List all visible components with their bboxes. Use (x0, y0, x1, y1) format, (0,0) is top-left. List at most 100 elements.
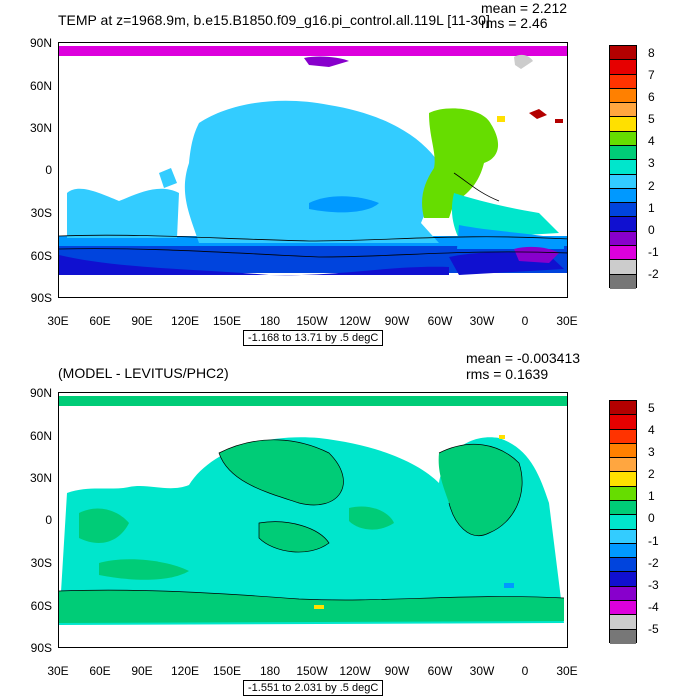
colorbar-label: 6 (648, 90, 655, 105)
colorbar-swatch (610, 117, 636, 132)
bottom-lon-label: 150E (212, 664, 242, 678)
top-lon-label: 30E (556, 314, 578, 328)
bottom-lon-label: 90W (384, 664, 410, 678)
top-lat-label: 90N (29, 36, 52, 50)
colorbar-label: 2 (648, 467, 655, 482)
top-lon-label: 30W (469, 314, 495, 328)
colorbar-swatch (610, 558, 636, 573)
colorbar-label: 0 (648, 511, 655, 526)
top-contour-1 (59, 234, 567, 242)
colorbar-swatch (610, 103, 636, 118)
colorbar-label: 7 (648, 68, 655, 83)
bottom-lon-label: 0 (521, 664, 529, 678)
top-arctic-purple (304, 56, 349, 67)
colorbar-swatch (610, 572, 636, 587)
bottom-yellow-spot-2 (499, 435, 505, 439)
top-indian-ocean (67, 188, 179, 238)
colorbar-label: 5 (648, 112, 655, 127)
colorbar-swatch (610, 274, 636, 289)
colorbar-label: 3 (648, 156, 655, 171)
colorbar-swatch (610, 145, 636, 161)
colorbar-swatch (610, 60, 636, 75)
top-lon-label: 150E (212, 314, 242, 328)
colorbar-label: 1 (648, 489, 655, 504)
bottom-lon-label: 30W (469, 664, 495, 678)
colorbar-label: -2 (648, 555, 659, 570)
colorbar-label: 0 (648, 222, 655, 237)
colorbar-swatch (610, 529, 636, 544)
colorbar-swatch (610, 88, 636, 104)
colorbar-swatch (610, 131, 636, 146)
colorbar-label: -2 (648, 266, 659, 281)
bottom-map-title: (MODEL - LEVITUS/PHC2) (58, 365, 229, 381)
top-contour-3 (453, 172, 500, 202)
colorbar-swatch (610, 458, 636, 473)
colorbar-swatch (610, 188, 636, 204)
colorbar-swatch (610, 429, 636, 444)
bottom-map-frame (58, 392, 568, 648)
top-lat-label: 0 (45, 163, 52, 177)
top-arctic-band (59, 46, 567, 56)
bottom-contour-1 (218, 439, 344, 506)
colorbar-swatch (610, 586, 636, 601)
top-lon-label: 120W (339, 314, 371, 328)
bottom-lat-label: 90S (30, 641, 52, 655)
bottom-yellow-spot-1 (314, 605, 324, 609)
colorbar-swatch (610, 415, 636, 430)
colorbar-swatch (610, 217, 636, 232)
bottom-indian-patch-1 (79, 508, 129, 543)
bottom-pacific-patch-2 (349, 506, 394, 530)
top-lon-label: 90W (384, 314, 410, 328)
bottom-lon-label: 60E (89, 664, 111, 678)
colorbar-swatch (610, 203, 636, 218)
colorbar-label: -1 (648, 533, 659, 548)
top-lat-label: 90S (30, 291, 52, 305)
top-rms-value: rms = 2.46 (481, 15, 548, 31)
colorbar-label: 8 (648, 46, 655, 60)
colorbar-label: 1 (648, 200, 655, 215)
colorbar-swatch (610, 600, 636, 616)
colorbar-swatch (610, 245, 636, 261)
bottom-lat-label: 60N (29, 429, 52, 443)
colorbar-label: -5 (648, 621, 659, 636)
top-lat-label: 60S (30, 249, 52, 263)
colorbar-label: -4 (648, 599, 659, 614)
bottom-contour-2 (438, 443, 523, 536)
bottom-lon-label: 30E (556, 664, 578, 678)
top-lon-label: 120E (170, 314, 200, 328)
colorbar-swatch (610, 401, 636, 416)
top-indonesian-sea (159, 168, 177, 188)
colorbar-swatch (610, 515, 636, 530)
top-arctic-grey (514, 54, 533, 69)
colorbar-label: 4 (648, 423, 655, 438)
colorbar-label: 5 (648, 401, 655, 415)
bottom-mean-value: mean = -0.003413 (466, 350, 581, 366)
colorbar-label: -3 (648, 577, 659, 592)
colorbar-swatch (610, 174, 636, 189)
colorbar-label: 2 (648, 178, 655, 193)
bottom-lon-label: 90E (131, 664, 153, 678)
colorbar-swatch (610, 231, 636, 246)
top-temperature-map (59, 46, 567, 276)
bottom-southern-band (59, 590, 564, 623)
top-mean-value: mean = 2.212 (481, 0, 568, 16)
bottom-lat-label: 90N (29, 386, 52, 400)
top-lat-label: 60N (29, 79, 52, 93)
top-north-atlantic (422, 108, 499, 218)
bottom-arctic-band (59, 396, 567, 406)
top-lon-label: 180 (259, 314, 281, 328)
top-lon-label: 60W (427, 314, 453, 328)
colorbar-swatch (610, 615, 636, 630)
bottom-range-label: -1.551 to 2.031 by .5 degC (243, 680, 384, 696)
top-colorbar (609, 45, 637, 289)
bottom-lat-label: 30N (29, 471, 52, 485)
top-range-label: -1.168 to 13.71 by .5 degC (243, 330, 384, 346)
colorbar-swatch (610, 486, 636, 501)
bottom-blue-spot (504, 583, 514, 588)
bottom-lon-label: 30E (47, 664, 69, 678)
colorbar-swatch (610, 472, 636, 487)
top-map-title: TEMP at z=1968.9m, b.e15.B1850.f09_g16.p… (58, 12, 490, 28)
colorbar-swatch (610, 260, 636, 275)
top-lat-label: 30N (29, 121, 52, 135)
top-weddell-purple (514, 246, 559, 263)
